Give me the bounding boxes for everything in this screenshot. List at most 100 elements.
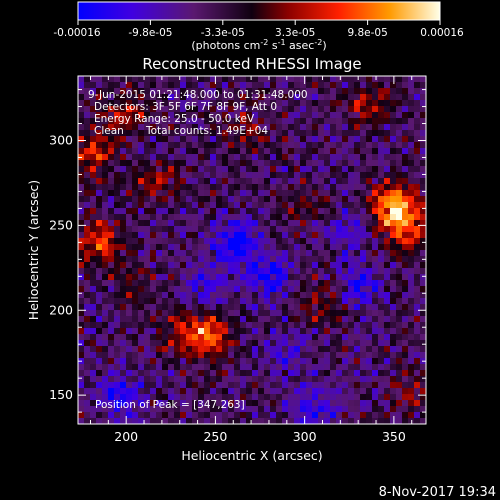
heatmap-cell <box>294 238 301 245</box>
heatmap-cell <box>120 154 127 161</box>
heatmap-cell <box>330 166 337 173</box>
heatmap-cell <box>174 412 181 419</box>
heatmap-cell <box>264 406 271 413</box>
heatmap-cell <box>78 388 85 395</box>
heatmap-cell <box>330 376 337 383</box>
heatmap-cell <box>210 178 217 185</box>
heatmap-cell <box>126 370 133 377</box>
heatmap-cell <box>270 232 277 239</box>
heatmap-cell <box>96 418 103 424</box>
heatmap-cell <box>288 250 295 257</box>
heatmap-cell <box>264 208 271 215</box>
heatmap-cell <box>222 262 229 269</box>
heatmap-cell <box>216 280 223 287</box>
heatmap-cell <box>174 136 181 143</box>
heatmap-cell <box>150 262 157 269</box>
heatmap-cell <box>234 232 241 239</box>
heatmap-cell <box>372 184 379 191</box>
heatmap-cell <box>372 394 379 401</box>
heatmap-cell <box>90 232 97 239</box>
heatmap-cell <box>408 220 415 227</box>
heatmap-cell <box>240 196 247 203</box>
heatmap-cell <box>216 364 223 371</box>
heatmap-cell <box>234 400 241 407</box>
heatmap-cell <box>168 304 175 311</box>
heatmap-cell <box>384 112 391 119</box>
heatmap-cell <box>342 256 349 263</box>
heatmap-cell <box>132 226 139 233</box>
heatmap-cell <box>294 376 301 383</box>
heatmap-cell <box>276 292 283 299</box>
heatmap-cell <box>252 334 259 341</box>
heatmap-cell <box>174 160 181 167</box>
heatmap-cell <box>366 94 373 101</box>
heatmap-cell <box>294 340 301 347</box>
heatmap-cell <box>84 250 91 257</box>
heatmap-cell <box>408 184 415 191</box>
heatmap-cell <box>180 256 187 263</box>
heatmap-cell <box>342 292 349 299</box>
heatmap-cell <box>282 370 289 377</box>
heatmap-cell <box>390 154 397 161</box>
heatmap-cell <box>372 322 379 329</box>
heatmap-cell <box>408 322 415 329</box>
heatmap-cell <box>96 88 103 95</box>
heatmap-cell <box>210 124 217 131</box>
heatmap-cell <box>102 208 109 215</box>
heatmap-cell <box>288 238 295 245</box>
heatmap-cell <box>138 262 145 269</box>
heatmap-cell <box>144 202 151 209</box>
heatmap-cell <box>126 202 133 209</box>
heatmap-cell <box>306 94 313 101</box>
heatmap-cell <box>156 226 163 233</box>
heatmap-cell <box>210 130 217 137</box>
heatmap-cell <box>96 382 103 389</box>
heatmap-cell <box>258 214 265 221</box>
heatmap-cell <box>396 214 403 221</box>
heatmap-cell <box>228 322 235 329</box>
heatmap-cell <box>216 256 223 263</box>
heatmap-cell <box>330 250 337 257</box>
heatmap-cell <box>120 286 127 293</box>
heatmap-cell <box>396 340 403 347</box>
heatmap-cell <box>258 232 265 239</box>
heatmap-cell <box>300 394 307 401</box>
heatmap-cell <box>162 244 169 251</box>
heatmap-cell <box>348 220 355 227</box>
heatmap-cell <box>240 124 247 131</box>
heatmap-cell <box>192 142 199 149</box>
heatmap-cell <box>210 94 217 101</box>
heatmap-cell <box>156 340 163 347</box>
heatmap-cell <box>396 220 403 227</box>
heatmap-cell <box>270 190 277 197</box>
heatmap-cell <box>252 400 259 407</box>
heatmap-cell <box>84 388 91 395</box>
heatmap-cell <box>414 88 421 95</box>
heatmap-cell <box>420 202 426 209</box>
heatmap-cell <box>78 376 85 383</box>
heatmap-cell <box>270 256 277 263</box>
heatmap-cell <box>84 298 91 305</box>
heatmap-cell <box>366 154 373 161</box>
heatmap-cell <box>204 406 211 413</box>
heatmap-cell <box>288 382 295 389</box>
heatmap-cell <box>186 286 193 293</box>
heatmap-cell <box>144 142 151 149</box>
heatmap-cell <box>132 340 139 347</box>
heatmap-cell <box>126 328 133 335</box>
heatmap-cell <box>336 190 343 197</box>
heatmap-cell <box>252 340 259 347</box>
heatmap-cell <box>234 172 241 179</box>
heatmap-cell <box>234 250 241 257</box>
heatmap-cell <box>114 406 121 413</box>
heatmap-cell <box>84 226 91 233</box>
heatmap-cell <box>360 166 367 173</box>
heatmap-cell <box>150 412 157 419</box>
heatmap-cell <box>276 412 283 419</box>
heatmap-cell <box>294 334 301 341</box>
heatmap-cell <box>264 196 271 203</box>
heatmap-cell <box>144 262 151 269</box>
heatmap-cell <box>240 250 247 257</box>
heatmap-cell <box>192 208 199 215</box>
heatmap-cell <box>156 148 163 155</box>
